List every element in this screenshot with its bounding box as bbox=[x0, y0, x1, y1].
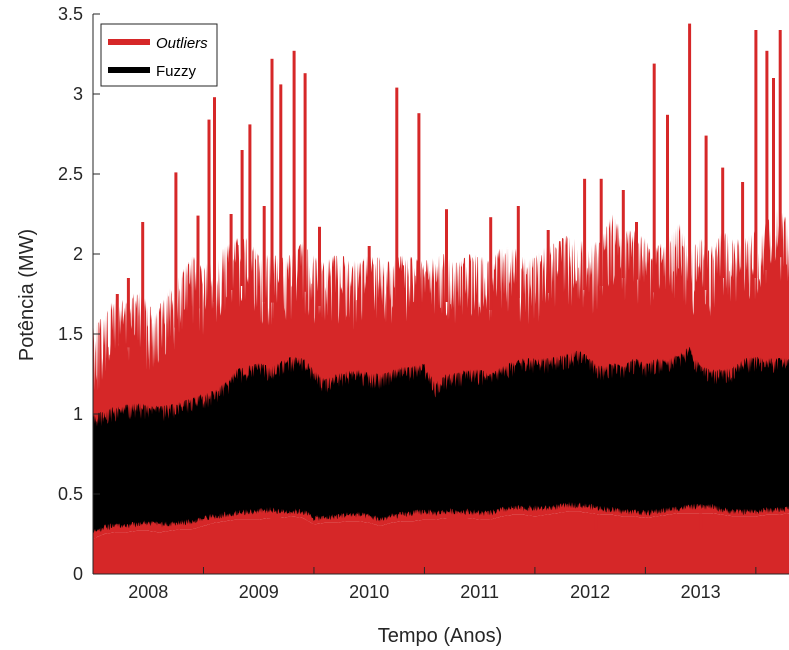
x-tick-label: 2013 bbox=[681, 582, 721, 602]
y-tick-label: 0 bbox=[73, 564, 83, 584]
peak-outliers-6 bbox=[213, 97, 216, 302]
peak-outliers-4 bbox=[196, 215, 200, 309]
legend-box bbox=[100, 23, 218, 87]
dip-outliers-0 bbox=[94, 537, 98, 541]
peak-outliers-8 bbox=[240, 150, 244, 286]
peak-outliers-2 bbox=[141, 222, 145, 344]
legend-label-fuzzy: Fuzzy bbox=[156, 63, 197, 80]
peak-outliers-10 bbox=[262, 206, 266, 302]
peak-outliers-23 bbox=[583, 178, 587, 290]
peak-outliers-19 bbox=[445, 209, 448, 302]
peak-outliers-20 bbox=[489, 217, 493, 310]
series-fuzzy bbox=[93, 346, 789, 534]
x-tick-label: 2011 bbox=[460, 582, 499, 602]
peak-outliers-30 bbox=[704, 135, 708, 290]
peak-outliers-22 bbox=[546, 230, 550, 293]
legend-label-outliers: Outliers bbox=[156, 35, 208, 52]
y-tick-label: 1 bbox=[73, 404, 83, 424]
peak-outliers-35 bbox=[772, 78, 775, 261]
peak-outliers-14 bbox=[303, 73, 307, 292]
y-tick-label: 2 bbox=[73, 244, 83, 264]
y-tick-label: 3 bbox=[73, 84, 83, 104]
peak-outliers-3 bbox=[174, 172, 178, 328]
peak-outliers-29 bbox=[688, 23, 692, 294]
peak-outliers-26 bbox=[635, 222, 638, 280]
peak-outliers-27 bbox=[652, 63, 656, 293]
peak-outliers-21 bbox=[516, 206, 520, 298]
peak-outliers-17 bbox=[395, 87, 399, 306]
dip-outliers-2 bbox=[699, 513, 703, 530]
y-tick-label: 2.5 bbox=[58, 164, 83, 184]
peak-outliers-24 bbox=[599, 178, 603, 286]
peak-outliers-16 bbox=[367, 246, 371, 302]
peak-outliers-5 bbox=[207, 119, 211, 309]
peak-outliers-9 bbox=[248, 124, 252, 290]
x-tick-label: 2008 bbox=[128, 582, 168, 602]
legend: Outliers Fuzzy bbox=[100, 23, 218, 87]
series-band-fuzzy bbox=[93, 346, 789, 534]
x-tick-label: 2009 bbox=[239, 582, 279, 602]
axes-layer: 0 0.5 1 1.5 2 2.5 3 3.5 2008 2009 2010 2011 2012 2013 bbox=[58, 4, 789, 602]
peak-outliers-1 bbox=[126, 278, 130, 348]
peak-outliers-36 bbox=[778, 30, 782, 258]
peak-outliers-15 bbox=[318, 226, 321, 306]
peak-outliers-13 bbox=[292, 50, 296, 300]
series-layer bbox=[93, 23, 789, 574]
peak-outliers-28 bbox=[666, 114, 669, 286]
dip-outliers-1 bbox=[594, 514, 598, 530]
y-tick-label: 3.5 bbox=[58, 4, 83, 24]
y-tick-label: 0.5 bbox=[58, 484, 83, 504]
peak-outliers-7 bbox=[229, 214, 233, 290]
series-base-outliers bbox=[93, 511, 789, 574]
x-tick-label: 2012 bbox=[570, 582, 610, 602]
peak-outliers-32 bbox=[741, 182, 745, 286]
peak-outliers-0 bbox=[115, 294, 119, 344]
x-axis-title: Tempo (Anos) bbox=[378, 625, 503, 647]
peak-outliers-34 bbox=[765, 50, 769, 270]
peak-outliers-12 bbox=[279, 84, 283, 306]
peak-outliers-18 bbox=[417, 113, 421, 308]
y-axis-title: Potência (MW) bbox=[16, 229, 38, 361]
peak-outliers-25 bbox=[621, 190, 625, 278]
peak-outliers-11 bbox=[270, 58, 274, 303]
y-tick-label: 1.5 bbox=[58, 324, 83, 344]
peak-outliers-33 bbox=[754, 30, 758, 278]
x-tick-label: 2010 bbox=[349, 582, 389, 602]
peak-outliers-31 bbox=[721, 167, 725, 278]
